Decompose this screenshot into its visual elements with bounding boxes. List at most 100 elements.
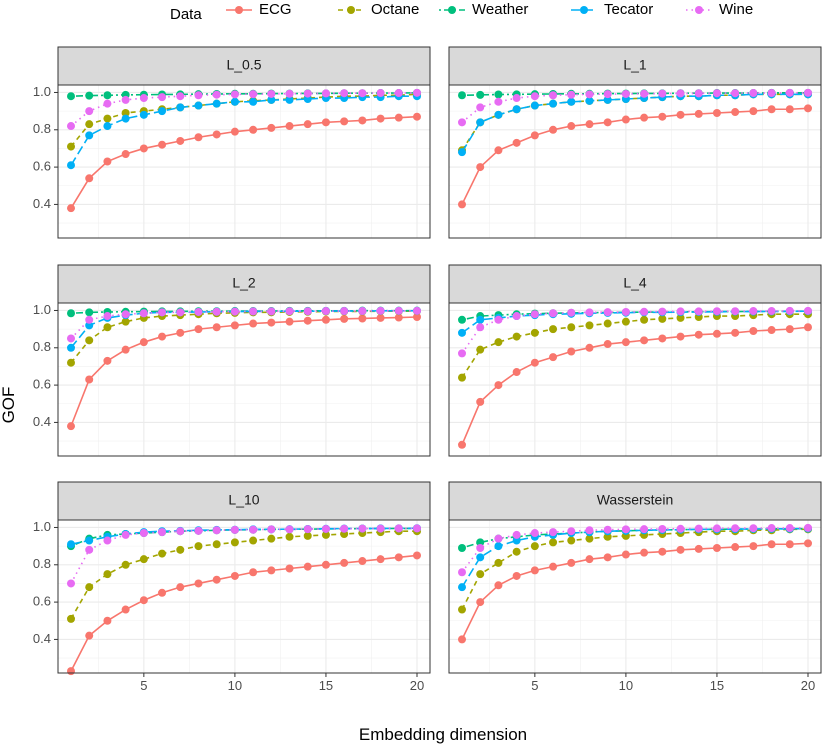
data-point bbox=[230, 90, 239, 99]
data-point bbox=[321, 524, 330, 533]
data-point bbox=[603, 95, 612, 104]
series-wine bbox=[458, 306, 812, 358]
data-point bbox=[494, 90, 503, 99]
legend-entries: ECG Octane Weather Tecator Wine bbox=[226, 1, 753, 18]
data-point bbox=[494, 338, 503, 347]
data-point bbox=[176, 308, 185, 317]
x-tick-label: 20 bbox=[410, 678, 424, 693]
data-point bbox=[458, 200, 466, 209]
series-line bbox=[70, 92, 418, 97]
data-point bbox=[394, 313, 403, 322]
series-wine bbox=[458, 88, 812, 127]
data-point bbox=[585, 555, 594, 564]
data-point bbox=[230, 127, 239, 136]
data-point bbox=[567, 527, 576, 536]
data-point bbox=[67, 343, 75, 352]
y-axis-title: GOF bbox=[0, 387, 18, 424]
data-point bbox=[785, 325, 794, 334]
data-point bbox=[712, 524, 721, 533]
data-point bbox=[676, 307, 685, 316]
y-tick-label: 0.4 bbox=[33, 196, 51, 211]
data-point bbox=[121, 317, 130, 326]
data-point bbox=[512, 332, 521, 341]
data-point bbox=[121, 345, 130, 354]
data-point bbox=[85, 174, 94, 183]
data-point bbox=[67, 358, 75, 367]
series-ecg bbox=[458, 539, 812, 644]
data-point bbox=[549, 325, 558, 334]
data-point bbox=[249, 97, 258, 106]
data-point bbox=[530, 92, 539, 101]
data-point bbox=[67, 309, 75, 318]
series-ecg bbox=[458, 323, 812, 449]
y-tick-label: 0.8 bbox=[33, 121, 51, 136]
series-octane bbox=[458, 310, 812, 382]
legend: Data ECG Octane Weather Tecator Wine bbox=[170, 1, 753, 23]
data-point bbox=[121, 114, 130, 123]
data-point bbox=[694, 89, 703, 98]
data-point bbox=[413, 312, 421, 321]
data-point bbox=[358, 524, 367, 533]
data-point bbox=[212, 575, 221, 584]
data-point bbox=[476, 397, 485, 406]
data-point bbox=[494, 315, 503, 324]
data-point bbox=[158, 140, 167, 149]
data-point bbox=[413, 551, 421, 560]
data-point bbox=[230, 525, 239, 534]
data-point bbox=[785, 306, 794, 315]
data-point bbox=[694, 109, 703, 118]
data-point bbox=[640, 548, 649, 557]
data-point bbox=[585, 120, 594, 129]
panels: L_0.5 0.4 0.6 0.8 1.0 L_1 L_2 0.4 0.6 0.8 1.0 L_4 L_… bbox=[33, 46, 822, 693]
data-point bbox=[103, 122, 112, 131]
data-point bbox=[176, 136, 185, 145]
series-line bbox=[461, 527, 809, 549]
data-point bbox=[176, 103, 185, 112]
data-point bbox=[158, 308, 167, 317]
data-point bbox=[85, 91, 94, 100]
data-point bbox=[394, 89, 403, 98]
series-wine bbox=[458, 523, 812, 577]
data-point bbox=[749, 524, 758, 533]
data-point bbox=[230, 307, 239, 316]
data-point bbox=[139, 144, 148, 153]
data-point bbox=[249, 568, 258, 577]
data-point bbox=[458, 373, 466, 382]
series-ecg bbox=[67, 112, 421, 213]
data-point bbox=[121, 530, 130, 539]
data-point bbox=[67, 334, 75, 343]
data-point bbox=[585, 90, 594, 99]
panel-border bbox=[448, 302, 822, 457]
data-point bbox=[212, 307, 221, 316]
data-point bbox=[549, 562, 558, 571]
data-point bbox=[267, 566, 276, 575]
data-point bbox=[85, 107, 94, 116]
data-point bbox=[585, 534, 594, 543]
x-tick-label: 15 bbox=[319, 678, 333, 693]
data-point bbox=[530, 131, 539, 140]
panel-l-1: L_1 bbox=[448, 46, 822, 239]
data-point bbox=[567, 347, 576, 356]
data-point bbox=[413, 112, 421, 121]
data-point bbox=[194, 307, 203, 316]
data-point bbox=[804, 104, 812, 113]
data-point bbox=[658, 112, 667, 121]
data-point bbox=[394, 306, 403, 315]
panel-l-4: L_4 bbox=[448, 264, 822, 457]
legend-title: Data bbox=[170, 6, 202, 23]
data-point bbox=[676, 89, 685, 98]
data-point bbox=[194, 101, 203, 110]
data-point bbox=[767, 540, 776, 549]
data-point bbox=[621, 525, 630, 534]
data-point bbox=[749, 542, 758, 551]
data-point bbox=[158, 107, 167, 116]
data-point bbox=[212, 526, 221, 535]
data-point bbox=[603, 118, 612, 127]
data-point bbox=[731, 108, 740, 117]
x-tick-label: 10 bbox=[228, 678, 242, 693]
panel-l-10: L_10 0.4 0.6 0.8 1.0 5 10 15 20 bbox=[33, 481, 431, 693]
data-point bbox=[512, 536, 521, 545]
data-point bbox=[785, 88, 794, 97]
data-point bbox=[476, 323, 485, 332]
data-point bbox=[139, 309, 148, 318]
